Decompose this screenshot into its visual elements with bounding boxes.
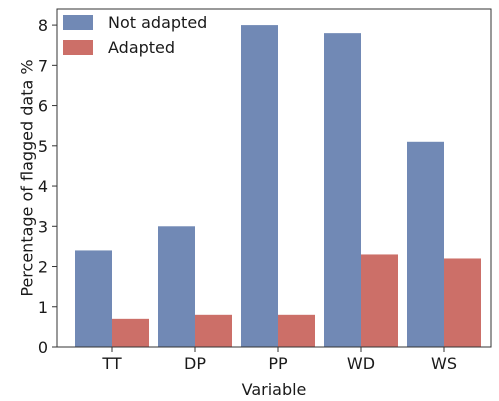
bar-adapted-pp	[278, 314, 315, 347]
bar-not-adapted-dp	[158, 226, 195, 347]
bar-not-adapted-wd	[324, 33, 361, 348]
y-tick-label: 8	[38, 16, 48, 35]
y-tick-label: 0	[38, 338, 48, 357]
bar-not-adapted-pp	[241, 25, 278, 347]
y-tick-label: 6	[38, 97, 48, 116]
bar-adapted-ws	[444, 258, 481, 347]
x-tick-label: DP	[184, 354, 206, 373]
y-tick-label: 4	[38, 177, 48, 196]
bar-adapted-tt	[112, 318, 149, 347]
x-axis-label: Variable	[242, 380, 307, 399]
bars-layer	[75, 25, 481, 348]
legend-swatch	[63, 40, 93, 55]
x-tick-label: PP	[268, 354, 288, 373]
x-tick-label: TT	[101, 354, 121, 373]
x-tick-label: WS	[431, 354, 457, 373]
bar-not-adapted-ws	[407, 141, 444, 347]
plot-frame	[56, 8, 492, 348]
y-tick-label: 1	[38, 298, 48, 317]
y-tick-label: 2	[38, 258, 48, 277]
bar-adapted-dp	[195, 314, 232, 347]
legend-label: Not adapted	[108, 13, 207, 32]
y-tick-label: 3	[38, 217, 48, 236]
y-tick-label: 5	[38, 137, 48, 156]
y-axis: 0 1 2 3 4 5 6 7 8	[38, 16, 57, 357]
legend-label: Adapted	[108, 38, 175, 57]
bar-adapted-wd	[361, 254, 398, 347]
x-tick-label: WD	[347, 354, 375, 373]
bar-not-adapted-tt	[75, 250, 112, 347]
legend: Not adapted Adapted	[63, 13, 207, 57]
x-axis: TT DP PP WD WS	[101, 347, 457, 373]
legend-swatch	[63, 15, 93, 30]
y-tick-label: 7	[38, 56, 48, 75]
y-axis-label: Percentage of flagged data %	[18, 59, 37, 296]
